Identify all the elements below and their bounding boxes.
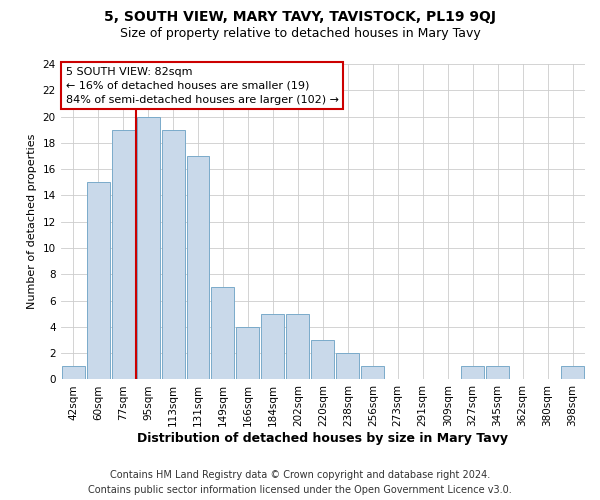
Bar <box>262 314 284 380</box>
Bar <box>561 366 584 380</box>
Y-axis label: Number of detached properties: Number of detached properties <box>27 134 37 310</box>
Bar <box>112 130 134 380</box>
Bar <box>86 182 110 380</box>
Bar <box>361 366 384 380</box>
Bar <box>311 340 334 380</box>
Bar <box>161 130 185 380</box>
Bar <box>486 366 509 380</box>
X-axis label: Distribution of detached houses by size in Mary Tavy: Distribution of detached houses by size … <box>137 432 508 445</box>
Text: 5 SOUTH VIEW: 82sqm
← 16% of detached houses are smaller (19)
84% of semi-detach: 5 SOUTH VIEW: 82sqm ← 16% of detached ho… <box>65 66 338 104</box>
Bar <box>137 116 160 380</box>
Bar <box>236 327 259 380</box>
Bar <box>286 314 310 380</box>
Text: Contains HM Land Registry data © Crown copyright and database right 2024.
Contai: Contains HM Land Registry data © Crown c… <box>88 470 512 495</box>
Bar <box>62 366 85 380</box>
Bar <box>337 353 359 380</box>
Text: 5, SOUTH VIEW, MARY TAVY, TAVISTOCK, PL19 9QJ: 5, SOUTH VIEW, MARY TAVY, TAVISTOCK, PL1… <box>104 10 496 24</box>
Text: Size of property relative to detached houses in Mary Tavy: Size of property relative to detached ho… <box>119 28 481 40</box>
Bar <box>187 156 209 380</box>
Bar <box>461 366 484 380</box>
Bar <box>211 288 235 380</box>
